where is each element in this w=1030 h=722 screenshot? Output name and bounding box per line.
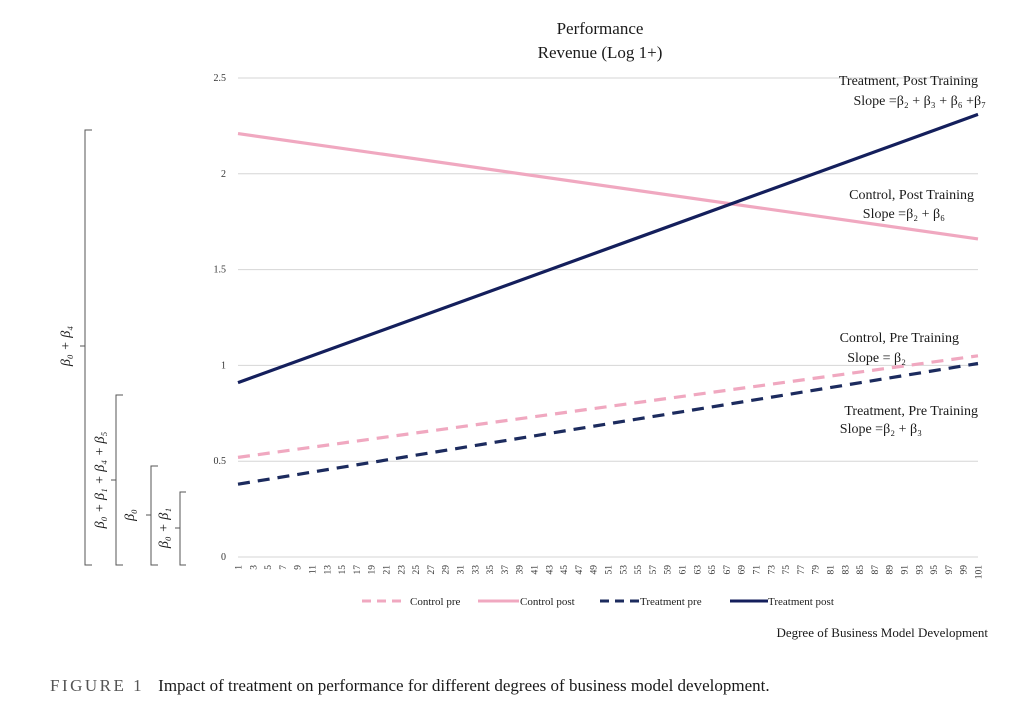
y-tick-label: 0 [221,552,226,563]
x-tick-label: 95 [930,565,940,575]
x-tick-label: 77 [797,565,807,575]
annotation-treatment-pre-slope: Slope =β₂ + β₃ [840,422,922,437]
bracket-label-b0-b4: β₀ + β₄ [59,326,74,367]
y-tick-label: 1 [221,360,226,371]
grid [238,77,978,558]
y-tick-label: 2.5 [214,73,227,84]
x-tick-label: 47 [575,565,585,575]
x-tick-label: 89 [886,565,896,575]
x-tick-label: 87 [871,565,881,575]
bracket-b0-b1-b4-b5 [115,394,123,566]
bracket-b0-b1 [179,491,186,566]
legend-label-control-post: Control post [520,596,575,608]
annotation-control-pre-slope: Slope = β₂ [847,351,906,366]
x-tick-label: 19 [368,565,378,575]
plot-lines [237,112,979,486]
x-tick-label: 99 [960,565,970,575]
x-tick-label: 93 [915,565,925,575]
x-tick-label: 101 [975,565,985,580]
x-tick-label: 91 [901,565,911,575]
x-tick-label: 59 [664,565,674,575]
annotation-treatment-pre-title: Treatment, Pre Training [844,404,978,419]
line-control-post [237,131,979,241]
annotations: Treatment, Post Training Slope =β₂ + β₃ … [839,74,986,437]
x-tick-label: 39 [516,565,526,575]
x-tick-label: 17 [353,565,363,575]
x-tick-label: 13 [323,565,333,575]
x-tick-label: 21 [383,565,393,575]
figure-label: FIGURE 1 [50,676,145,695]
line-treatment-pre [237,361,979,486]
y-tick-label: 1.5 [214,265,227,276]
x-axis: 1 3 5 7 9 11 13 15 17 19 21 23 25 27 29 31 33 35 37 39 41 43 4… [235,565,985,580]
line-control-pre [237,354,979,459]
x-tick-label: 49 [590,565,600,575]
legend: Control pre Control post Treatment pre T… [362,596,834,608]
bracket-label-b0-b1-b4-b5: β₀ + β₁ + β₄ + β₅ [93,432,108,530]
bracket-label-b0-b1: β₀ + β₁ [157,508,172,549]
figure-caption: FIGURE 1 Impact of treatment on performan… [50,676,770,696]
annotation-treatment-post-slope: Slope =β₂ + β₃ + β₆ +β₇ [854,94,987,109]
x-tick-label: 63 [693,565,703,575]
annotation-treatment-post-title: Treatment, Post Training [839,74,978,89]
x-tick-label: 27 [427,565,437,575]
chart-title: Performance [557,19,644,38]
legend-label-treatment-pre: Treatment pre [640,596,702,608]
x-tick-label: 41 [531,565,541,575]
x-tick-label: 23 [397,565,407,575]
x-tick-label: 25 [412,565,422,575]
y-tick-label: 0.5 [214,456,227,467]
x-tick-label: 57 [649,565,659,575]
x-tick-label: 97 [945,565,955,575]
y-axis: 0 0.5 1 1.5 2 2.5 [214,73,227,563]
x-tick-label: 65 [708,565,718,575]
annotation-control-post-title: Control, Post Training [849,188,974,203]
x-tick-label: 71 [753,565,763,575]
x-tick-label: 79 [812,565,822,575]
x-tick-label: 7 [279,565,289,570]
x-tick-label: 45 [560,565,570,575]
x-tick-label: 1 [235,565,245,570]
annotation-control-post-slope: Slope =β₂ + β₆ [863,207,945,222]
x-tick-label: 5 [264,565,274,570]
x-tick-label: 53 [619,565,629,575]
x-tick-label: 33 [471,565,481,575]
legend-label-treatment-post: Treatment post [768,596,834,608]
x-tick-label: 43 [545,565,555,575]
y-tick-label: 2 [221,169,226,180]
x-tick-label: 83 [841,565,851,575]
x-tick-label: 35 [486,565,496,575]
x-tick-label: 67 [723,565,733,575]
x-tick-label: 73 [767,565,777,575]
bracket-label-b0: β₀ [123,509,138,522]
annotation-control-pre-title: Control, Pre Training [840,331,959,346]
x-tick-label: 85 [856,565,866,575]
line-treatment-post [237,112,979,385]
x-tick-label: 11 [309,565,319,574]
x-tick-label: 15 [338,565,348,575]
brackets: β₀ + β₄ β₀ + β₁ + β₄ + β₅ β₀ β₀ + β₁ [59,129,186,566]
chart-subtitle: Revenue (Log 1+) [538,43,663,62]
x-tick-label: 37 [501,565,511,575]
x-tick-label: 31 [457,565,467,575]
bracket-b0-b4 [84,129,92,566]
chart: Performance Revenue (Log 1+) 0 0.5 1 1.5 2 2.… [59,19,988,640]
legend-label-control-pre: Control pre [410,596,461,608]
x-tick-label: 9 [294,565,304,570]
x-tick-label: 75 [782,565,792,575]
x-tick-label: 55 [634,565,644,575]
x-tick-label: 29 [442,565,452,575]
x-tick-label: 81 [827,565,837,575]
x-tick-label: 61 [679,565,689,575]
x-tick-label: 51 [605,565,615,575]
x-tick-label: 69 [738,565,748,575]
x-tick-label: 3 [249,565,259,570]
figure-caption-text: Impact of treatment on performance for d… [158,676,770,695]
x-axis-label: Degree of Business Model Development [776,625,988,640]
